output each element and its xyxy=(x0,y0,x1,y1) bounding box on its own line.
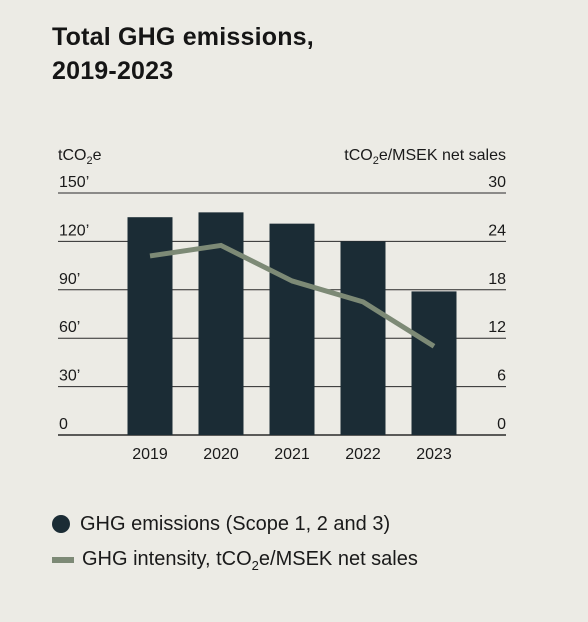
right-tick-label: 6 xyxy=(497,368,506,385)
right-tick-label: 30 xyxy=(488,174,506,191)
left-tick-label: 120’ xyxy=(59,222,89,239)
legend-bar-swatch xyxy=(52,515,70,533)
legend-line-label: GHG intensity, tCO2e/MSEK net sales xyxy=(82,548,418,573)
left-tick-label: 90’ xyxy=(59,271,80,288)
right-axis-unit: tCO2e/MSEK net sales xyxy=(344,147,506,167)
legend: GHG emissions (Scope 1, 2 and 3) GHG int… xyxy=(52,506,418,578)
bar-2021 xyxy=(269,223,315,435)
left-tick-label: 0 xyxy=(59,416,68,433)
x-tick-label: 2022 xyxy=(345,446,381,463)
legend-item-intensity: GHG intensity, tCO2e/MSEK net sales xyxy=(52,542,418,578)
right-tick-label: 18 xyxy=(488,271,506,288)
chart-title-line1: Total GHG emissions, xyxy=(52,23,314,51)
x-tick-label: 2023 xyxy=(416,446,452,463)
left-tick-label: 30’ xyxy=(59,368,80,385)
bar-2022 xyxy=(340,241,386,435)
chart-title: Total GHG emissions, 2019-2023 xyxy=(52,20,314,88)
right-tick-label: 24 xyxy=(488,222,506,239)
right-tick-label: 12 xyxy=(488,319,506,336)
x-tick-label: 2020 xyxy=(203,446,239,463)
chart-title-line2: 2019-2023 xyxy=(52,57,174,85)
left-axis-unit: tCO2e xyxy=(58,147,102,167)
emissions-chart: tCO2e tCO2e/MSEK net sales 0 0 30’ 6 60’ 12 90… xyxy=(58,147,506,463)
left-tick-label: 60’ xyxy=(59,319,80,336)
legend-line-swatch xyxy=(52,557,74,563)
legend-item-emissions: GHG emissions (Scope 1, 2 and 3) xyxy=(52,506,418,542)
x-tick-label: 2019 xyxy=(132,446,168,463)
x-tick-label: 2021 xyxy=(274,446,310,463)
left-tick-label: 150’ xyxy=(59,174,89,191)
legend-line-label-prefix: GHG intensity, tCO xyxy=(82,547,252,570)
right-tick-label: 0 xyxy=(497,416,506,433)
bar-2019 xyxy=(127,217,173,435)
legend-line-label-sub: 2 xyxy=(251,557,259,573)
legend-line-label-suffix: e/MSEK net sales xyxy=(258,547,418,570)
bar-2023 xyxy=(411,291,457,435)
legend-bar-label: GHG emissions (Scope 1, 2 and 3) xyxy=(80,512,391,535)
